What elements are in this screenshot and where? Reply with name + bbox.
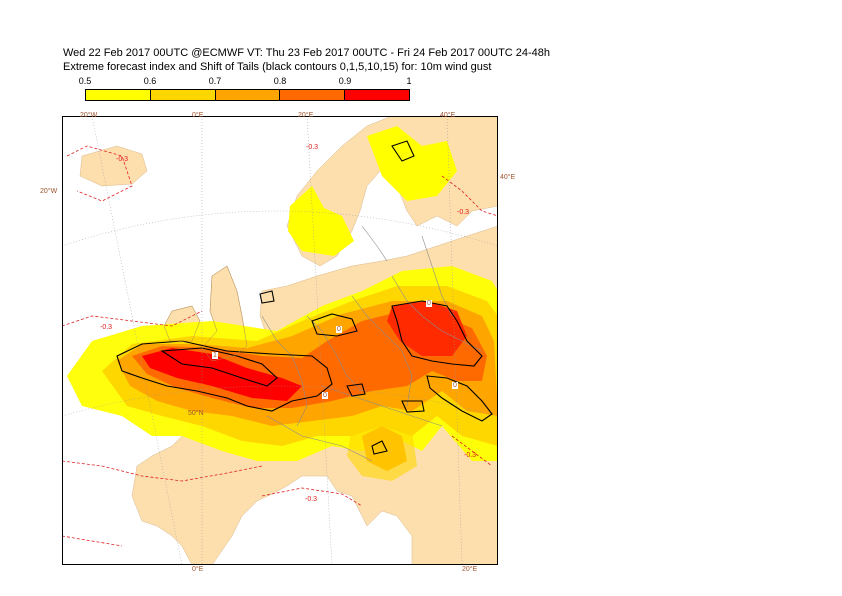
sot-label-1: 1	[212, 352, 218, 359]
efi-negative-contours	[62, 145, 498, 547]
efi-band-09-east	[387, 301, 467, 356]
colorbar-label-2: 0.7	[208, 76, 222, 86]
sot-label-0-a: 0	[336, 326, 342, 333]
colorbar-label-0: 0.5	[78, 76, 92, 86]
efi-label-north: -0.3	[306, 144, 319, 151]
colorbar-label-3: 0.8	[273, 76, 287, 86]
colorbar-label-1: 0.6	[143, 76, 157, 86]
efi-band-05-northeast	[367, 126, 457, 201]
graticule-label-20e-bottom: 20°E	[462, 566, 478, 573]
efi-label-russia: -0.3	[457, 209, 470, 216]
colorbar	[85, 89, 410, 101]
map-frame	[62, 116, 498, 565]
colorbar-label-5: 1	[406, 76, 412, 86]
efi-label-west: -0.3	[116, 156, 129, 163]
colorbar-swatch-2	[215, 90, 281, 100]
efi-band-06-balkan	[347, 416, 417, 481]
efi-label-atlantic: -0.3	[100, 324, 113, 331]
coastline	[163, 265, 248, 362]
sot-label-0-c: 0	[452, 382, 458, 389]
efi-label-south: -0.3	[305, 496, 318, 503]
map-title: Wed 22 Feb 2017 00UTC @ECMWF VT: Thu 23 …	[63, 47, 551, 59]
graticule-label-40e-top: 40°E	[440, 112, 456, 119]
colorbar-label-4: 0.9	[338, 76, 352, 86]
graticule-label-40e-right: 40°E	[500, 174, 516, 181]
sot-label-0-d: 0	[322, 392, 328, 399]
graticule-label-50n: 50°N	[188, 410, 204, 417]
graticule-label-20w-left: 20°W	[40, 188, 58, 195]
colorbar-swatch-4	[345, 90, 409, 100]
colorbar-swatch-1	[150, 90, 216, 100]
colorbar-swatch-3	[280, 90, 346, 100]
land-iceland	[79, 145, 148, 187]
efi-map	[62, 116, 498, 565]
colorbar-swatch-0	[86, 90, 151, 100]
sot-label-0-b: 0	[426, 300, 432, 307]
efi-label-balkan: -0.3	[464, 452, 477, 459]
graticule-label-20e-top: 20°E	[298, 112, 314, 119]
map-subtitle: Extreme forecast index and Shift of Tail…	[63, 61, 492, 73]
efi-band-05-north	[288, 186, 354, 256]
graticule-label-20w-top: 20°W	[80, 112, 98, 119]
graticule-label-0e-bottom: 0°E	[192, 566, 204, 573]
efi-band-09-west	[142, 348, 302, 401]
graticule-label-0e-top: 0°E	[192, 112, 204, 119]
graticule	[62, 116, 498, 565]
